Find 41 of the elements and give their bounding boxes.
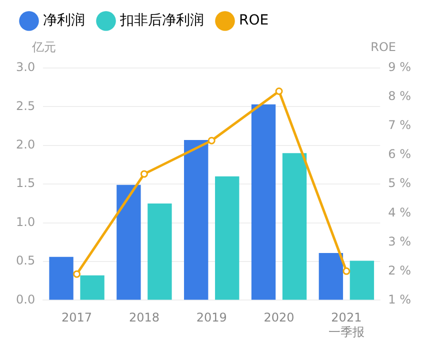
y2-tick-label: 5 % <box>388 176 412 190</box>
x-tick-label: 2019 <box>196 310 227 325</box>
y2-tick-label: 4 % <box>388 205 412 220</box>
y-tick-label: 2.5 <box>16 98 36 113</box>
bar <box>251 104 276 300</box>
point <box>73 270 81 278</box>
bar <box>282 153 307 300</box>
bar <box>350 260 374 300</box>
y-tick-label: 1.0 <box>16 214 36 229</box>
y2-tick-label: 9 % <box>388 60 412 74</box>
bar <box>116 184 141 300</box>
y2-tick-label: 6 % <box>388 147 412 162</box>
y-tick-label: 2.0 <box>16 138 36 152</box>
x-tick-label: 2018 <box>128 310 160 325</box>
y2-axis-title: ROE <box>370 40 396 54</box>
y2-tick-label: 3 % <box>388 234 412 248</box>
bar <box>184 140 208 300</box>
y-tick-label: 0.5 <box>16 254 36 268</box>
point <box>208 136 216 144</box>
y2-tick-label: 1 % <box>388 292 412 306</box>
legend-label: 净利润 <box>43 12 85 29</box>
point <box>140 170 148 178</box>
y2-tick-label: 7 % <box>388 118 412 132</box>
y-axis-title: 亿元 <box>31 40 56 54</box>
bar <box>148 203 172 300</box>
y-tick-label: 1.5 <box>16 176 36 190</box>
x-tick-label: 2021 一季报 <box>328 310 364 339</box>
bar <box>318 252 344 300</box>
point <box>342 267 350 275</box>
bar <box>215 176 240 300</box>
bar <box>80 275 104 300</box>
legend-label: 扣非后净利润 <box>119 12 204 29</box>
bar <box>49 256 74 300</box>
x-tick-label: 2020 <box>264 310 294 325</box>
point <box>275 87 283 95</box>
y2-tick-label: 8 % <box>388 89 412 104</box>
y2-tick-label: 2 % <box>388 263 412 278</box>
x-tick-label: 2017 <box>62 310 92 325</box>
y-tick-label: 0.0 <box>16 292 36 306</box>
legend-label: ROE <box>239 12 269 29</box>
y-tick-label: 3.0 <box>16 60 36 74</box>
